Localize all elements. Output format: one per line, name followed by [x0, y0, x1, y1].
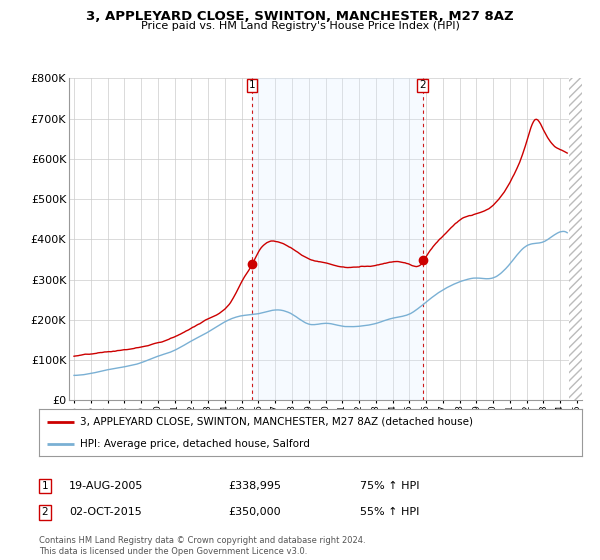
Text: 1: 1 [249, 81, 256, 90]
Bar [569, 78, 582, 400]
Text: £338,995: £338,995 [228, 481, 281, 491]
Text: 2: 2 [41, 507, 49, 517]
Text: 3, APPLEYARD CLOSE, SWINTON, MANCHESTER, M27 8AZ: 3, APPLEYARD CLOSE, SWINTON, MANCHESTER,… [86, 10, 514, 23]
Text: Price paid vs. HM Land Registry's House Price Index (HPI): Price paid vs. HM Land Registry's House … [140, 21, 460, 31]
Text: 2: 2 [419, 81, 426, 90]
Text: 19-AUG-2005: 19-AUG-2005 [69, 481, 143, 491]
Text: 3, APPLEYARD CLOSE, SWINTON, MANCHESTER, M27 8AZ (detached house): 3, APPLEYARD CLOSE, SWINTON, MANCHESTER,… [80, 417, 473, 427]
Bar [252, 78, 422, 400]
Bar [569, 78, 582, 400]
Text: 55% ↑ HPI: 55% ↑ HPI [360, 507, 419, 517]
Text: 1: 1 [41, 481, 49, 491]
Text: £350,000: £350,000 [228, 507, 281, 517]
Text: Contains HM Land Registry data © Crown copyright and database right 2024.
This d: Contains HM Land Registry data © Crown c… [39, 536, 365, 556]
Text: 02-OCT-2015: 02-OCT-2015 [69, 507, 142, 517]
Text: 75% ↑ HPI: 75% ↑ HPI [360, 481, 419, 491]
Text: HPI: Average price, detached house, Salford: HPI: Average price, detached house, Salf… [80, 438, 310, 449]
